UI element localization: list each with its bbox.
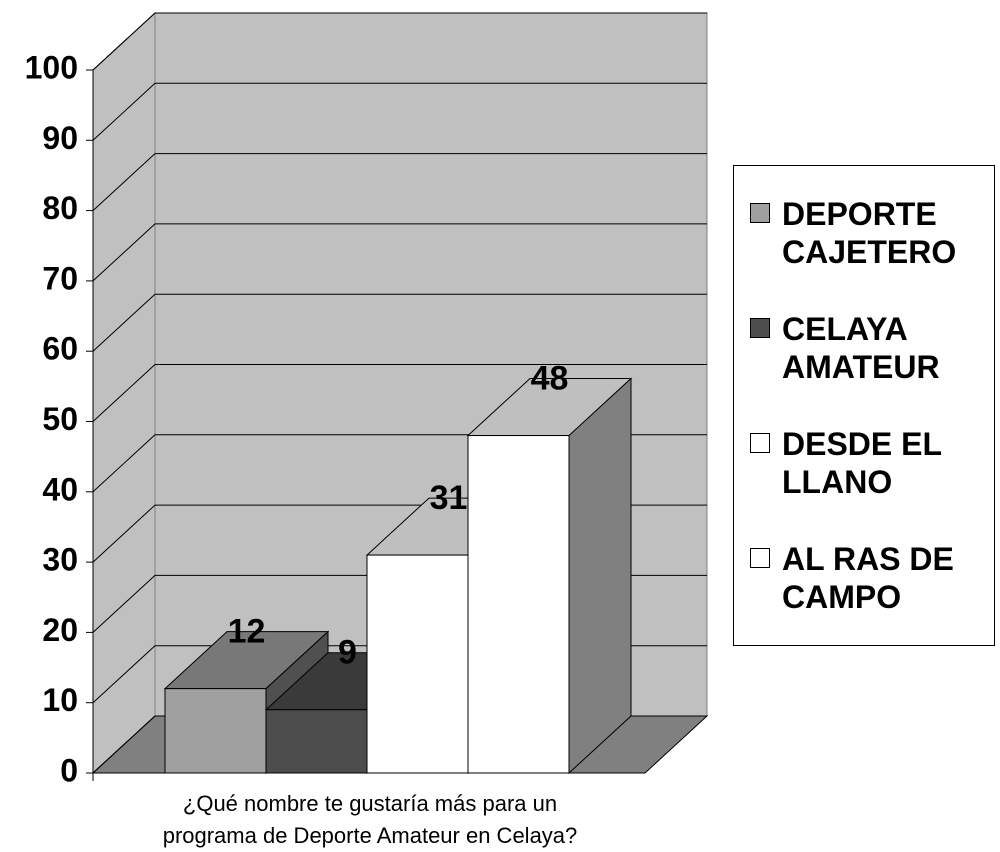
y-tick-label: 0	[60, 752, 78, 788]
bar-front	[467, 435, 570, 774]
grid-line	[92, 153, 707, 211]
y-tick-label: 60	[42, 331, 78, 367]
legend-swatch	[750, 547, 770, 568]
grid-line	[92, 293, 707, 352]
y-tick-label: 90	[42, 120, 78, 156]
legend-label: DESDE EL LLANO	[782, 425, 942, 500]
data-label: 9	[338, 634, 357, 672]
y-tick-label: 30	[42, 542, 78, 578]
grid-line	[92, 82, 707, 141]
grid-line	[92, 223, 707, 282]
legend-swatch	[750, 203, 770, 224]
bar-front	[366, 554, 469, 774]
legend-label: AL RAS DE CAMPO	[782, 540, 954, 615]
x-category-label: ¿Qué nombre te gustaría más para un prog…	[162, 791, 578, 848]
legend-entry: AL RAS DE CAMPO	[750, 540, 994, 616]
y-tick-label: 100	[25, 49, 78, 85]
y-tick-label: 80	[42, 190, 78, 226]
legend-label: CELAYA AMATEUR	[782, 311, 940, 386]
data-label: 48	[531, 360, 569, 398]
y-tick-label: 50	[42, 401, 78, 437]
legend-swatch	[750, 318, 770, 339]
legend-entry: DEPORTE CAJETERO	[750, 195, 994, 271]
bar-side	[568, 377, 632, 775]
legend-entry: CELAYA AMATEUR	[750, 310, 994, 386]
y-tick-label: 40	[42, 471, 78, 507]
legend: DEPORTE CAJETERO CELAYA AMATEUR DESDE EL L…	[733, 165, 995, 646]
bar	[466, 377, 633, 775]
bar-front	[265, 709, 368, 774]
y-tick-label: 70	[42, 260, 78, 296]
data-label: 12	[228, 613, 266, 651]
data-label: 31	[430, 479, 468, 517]
bar-front	[164, 688, 267, 774]
legend-label: DEPORTE CAJETERO	[782, 196, 957, 271]
y-tick-label: 10	[42, 682, 78, 718]
grid-line	[92, 364, 707, 422]
y-tick-label: 20	[42, 612, 78, 648]
legend-entry: DESDE EL LLANO	[750, 425, 994, 501]
legend-swatch	[750, 432, 770, 453]
grid-line	[92, 12, 707, 71]
